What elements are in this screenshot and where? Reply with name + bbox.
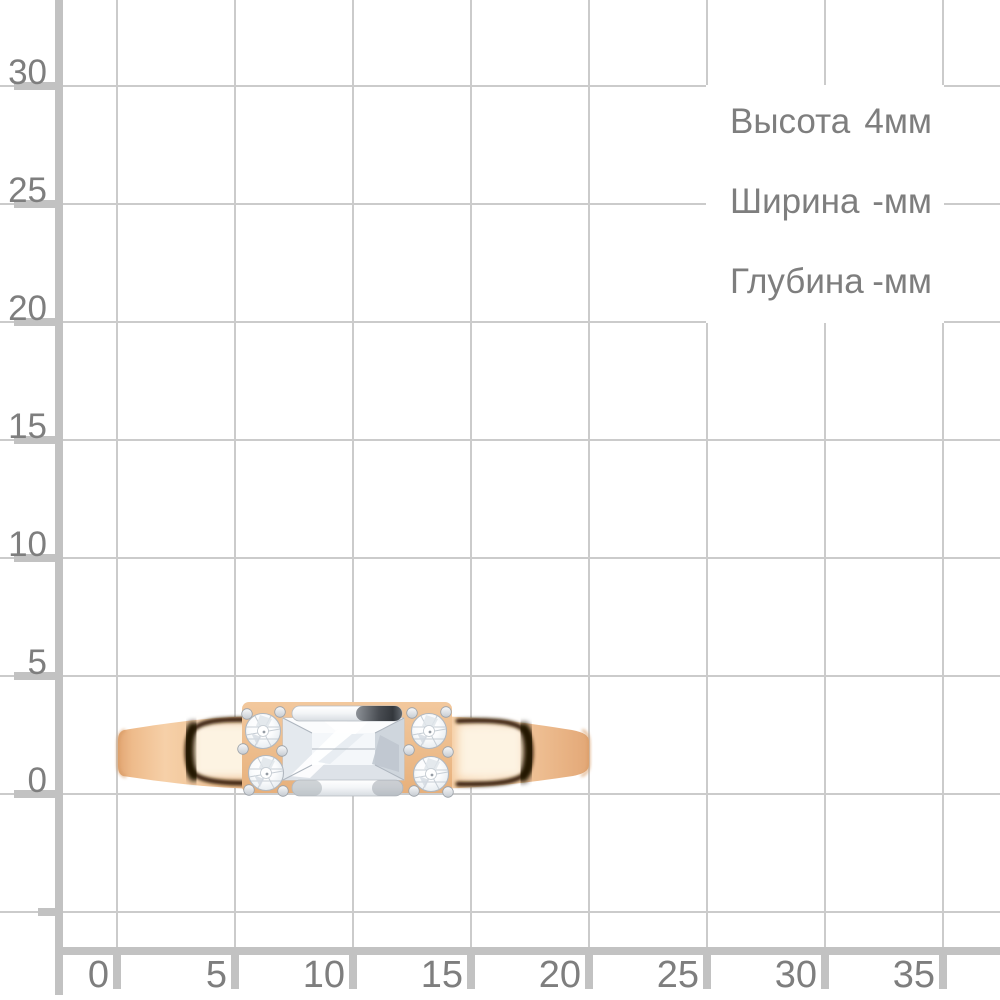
x-axis-tick (231, 955, 239, 989)
dimension-value: 4мм (864, 102, 932, 141)
y-axis-tick (14, 200, 55, 208)
dimension-row-height: Высота 4мм (730, 82, 932, 162)
dimension-label: Ширина (730, 182, 860, 221)
grid-vline (824, 0, 826, 947)
y-axis-tick (14, 672, 55, 680)
y-axis-tick (14, 82, 55, 90)
x-axis-label: 20 (538, 954, 581, 996)
x-axis-tick (467, 955, 475, 989)
grid-vline (470, 0, 472, 947)
grid-vline (116, 0, 118, 947)
grid-vline (588, 0, 590, 947)
dimension-value: -мм (872, 262, 932, 301)
x-axis-tick (703, 955, 711, 989)
x-axis-tick (113, 955, 121, 989)
grid-vline (706, 0, 708, 947)
grid-hline (0, 85, 1000, 87)
x-axis-label: 15 (420, 954, 463, 996)
grid-hline (0, 557, 1000, 559)
x-axis-tick (939, 955, 947, 989)
x-axis-tick (585, 955, 593, 989)
dimension-label: Высота (730, 102, 851, 141)
y-axis-label: 0 (27, 761, 47, 800)
grid-hline (0, 675, 1000, 677)
grid-hline (0, 321, 1000, 323)
grid-vline (942, 0, 944, 947)
y-axis-tick (14, 554, 55, 562)
grid-vline (234, 0, 236, 947)
dimension-row-width: Ширина -мм (730, 162, 932, 242)
grid-hline (0, 203, 1000, 205)
grid-hline (0, 439, 1000, 441)
dimensions-panel: Высота 4мм Ширина -мм Глубина -мм (730, 82, 932, 322)
y-axis-label: 25 (8, 171, 47, 210)
x-axis-bar (55, 947, 1000, 955)
grid-hline (0, 793, 1000, 795)
dimension-label: Глубина (730, 262, 864, 301)
grid-hline (0, 911, 1000, 913)
x-axis-tick (821, 955, 829, 989)
y-axis-tick (14, 318, 55, 326)
y-axis-label: 5 (27, 643, 47, 682)
y-axis-label: 20 (8, 289, 47, 328)
x-axis-label: 10 (302, 954, 345, 996)
grid-vline (352, 0, 354, 947)
x-axis-label: 5 (205, 954, 227, 996)
y-axis-label: 15 (8, 407, 47, 446)
x-axis-label: 25 (656, 954, 699, 996)
x-axis-label: 30 (774, 954, 817, 996)
y-axis-tick (14, 436, 55, 444)
x-axis-label: 35 (892, 954, 935, 996)
x-axis-label: 0 (87, 954, 109, 996)
dimension-row-depth: Глубина -мм (730, 242, 932, 322)
y-axis-label: 10 (8, 525, 47, 564)
dimensions-panel-background (706, 85, 944, 323)
y-axis-label: 30 (8, 53, 47, 92)
dimension-value: -мм (872, 182, 932, 221)
y-axis-tick (14, 790, 55, 798)
y-axis-bar (55, 0, 63, 995)
y-axis-tick-minor (38, 908, 55, 916)
x-axis-tick (349, 955, 357, 989)
